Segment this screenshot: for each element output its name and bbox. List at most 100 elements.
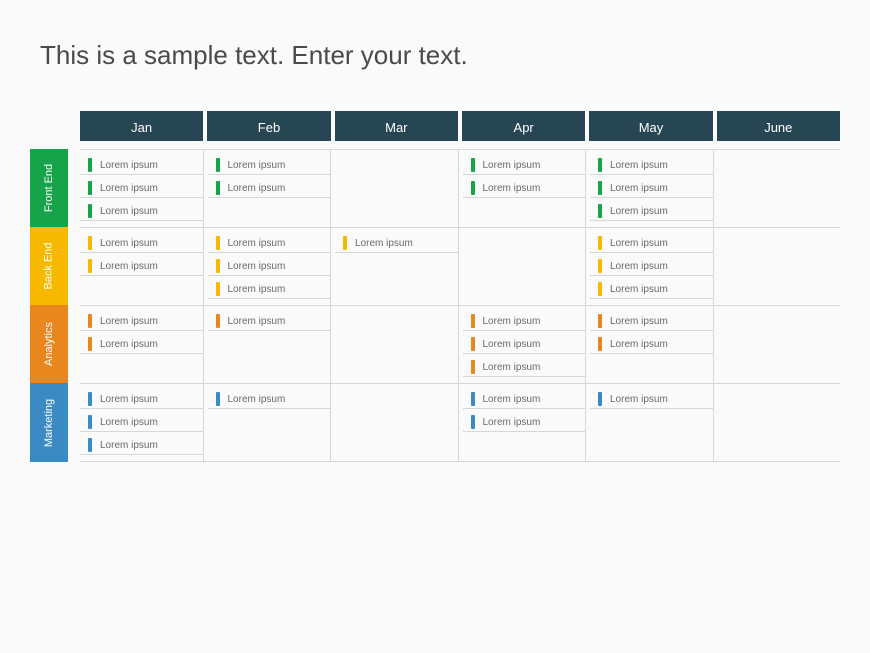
task-text: Lorem ipsum	[610, 206, 668, 217]
task-text: Lorem ipsum	[100, 238, 158, 249]
page-title: This is a sample text. Enter your text.	[40, 40, 840, 71]
task-item: Lorem ipsum	[590, 202, 713, 221]
task-text: Lorem ipsum	[355, 238, 413, 249]
task-tick-icon	[471, 360, 475, 374]
task-item: Lorem ipsum	[463, 358, 586, 377]
tracks-container: Front EndLorem ipsumLorem ipsumLorem ips…	[80, 149, 840, 462]
task-item: Lorem ipsum	[463, 390, 586, 409]
task-text: Lorem ipsum	[483, 394, 541, 405]
roadmap-grid: JanFebMarAprMayJune Front EndLorem ipsum…	[80, 111, 840, 462]
task-text: Lorem ipsum	[610, 339, 668, 350]
month-header: Feb	[207, 111, 330, 141]
task-tick-icon	[598, 204, 602, 218]
task-text: Lorem ipsum	[483, 183, 541, 194]
month-header: Apr	[462, 111, 585, 141]
task-text: Lorem ipsum	[100, 417, 158, 428]
task-item: Lorem ipsum	[80, 202, 203, 221]
track-column: Lorem ipsumLorem ipsum	[208, 150, 332, 227]
track-column: Lorem ipsum Lorem ipsum	[463, 150, 587, 227]
month-header: Jan	[80, 111, 203, 141]
task-text: Lorem ipsum	[483, 417, 541, 428]
track-column: Lorem ipsum	[208, 306, 332, 383]
task-tick-icon	[216, 181, 220, 195]
task-tick-icon	[216, 392, 220, 406]
task-tick-icon	[471, 314, 475, 328]
track-body: Lorem ipsum Lorem ipsum Lorem ipsum Lorem i…	[80, 227, 840, 305]
task-tick-icon	[598, 181, 602, 195]
task-item: Lorem ipsum	[590, 179, 713, 198]
task-item: Lorem ipsum	[80, 312, 203, 331]
track-back-end: Back EndLorem ipsumLorem ipsumLorem ipsu…	[80, 227, 840, 305]
task-item: Lorem ipsum	[80, 413, 203, 432]
task-tick-icon	[88, 415, 92, 429]
task-tick-icon	[471, 158, 475, 172]
track-label-text: Analytics	[43, 322, 55, 366]
task-text: Lorem ipsum	[100, 183, 158, 194]
task-item: Lorem ipsum	[80, 156, 203, 175]
task-tick-icon	[598, 392, 602, 406]
task-item: Lorem ipsum	[590, 280, 713, 299]
task-tick-icon	[343, 236, 347, 250]
task-item: Lorem ipsum	[590, 390, 713, 409]
task-item: Lorem ipsum	[463, 179, 586, 198]
task-text: Lorem ipsum	[228, 316, 286, 327]
task-item: Lorem ipsum	[590, 312, 713, 331]
track-body: Lorem ipsumLorem ipsumLorem ipsumLorem i…	[80, 383, 840, 462]
task-item: Lorem ipsum	[590, 335, 713, 354]
task-item: Lorem ipsum	[463, 335, 586, 354]
task-item: Lorem ipsum	[80, 335, 203, 354]
task-text: Lorem ipsum	[610, 238, 668, 249]
task-tick-icon	[598, 282, 602, 296]
month-header-row: JanFebMarAprMayJune	[80, 111, 840, 141]
track-label: Marketing	[30, 383, 68, 462]
task-text: Lorem ipsum	[483, 316, 541, 327]
track-column: Lorem ipsum	[208, 384, 332, 461]
month-header: May	[589, 111, 712, 141]
task-text: Lorem ipsum	[228, 261, 286, 272]
track-front-end: Front EndLorem ipsumLorem ipsumLorem ips…	[80, 149, 840, 227]
task-item: Lorem ipsum	[335, 234, 458, 253]
task-tick-icon	[471, 415, 475, 429]
task-item: Lorem ipsum	[80, 234, 203, 253]
task-tick-icon	[88, 314, 92, 328]
task-item: Lorem ipsum	[208, 280, 331, 299]
task-tick-icon	[88, 259, 92, 273]
task-text: Lorem ipsum	[610, 284, 668, 295]
track-column: Lorem ipsumLorem ipsumLorem ipsum	[80, 384, 204, 461]
task-text: Lorem ipsum	[100, 160, 158, 171]
track-column	[335, 150, 459, 227]
track-column: Lorem ipsum Lorem ipsum	[463, 384, 587, 461]
task-text: Lorem ipsum	[100, 339, 158, 350]
task-item: Lorem ipsum	[208, 390, 331, 409]
task-tick-icon	[598, 337, 602, 351]
track-column	[335, 384, 459, 461]
task-text: Lorem ipsum	[483, 339, 541, 350]
task-tick-icon	[88, 438, 92, 452]
track-label: Front End	[30, 149, 68, 227]
track-body: Lorem ipsum Lorem ipsum Lorem ipsum Lorem i…	[80, 149, 840, 227]
track-column: Lorem ipsum	[335, 228, 459, 305]
task-tick-icon	[88, 392, 92, 406]
track-column	[718, 228, 841, 305]
task-text: Lorem ipsum	[610, 394, 668, 405]
track-label: Analytics	[30, 305, 68, 383]
task-tick-icon	[88, 236, 92, 250]
task-text: Lorem ipsum	[610, 261, 668, 272]
track-label-text: Front End	[43, 164, 55, 212]
task-text: Lorem ipsum	[483, 160, 541, 171]
task-item: Lorem ipsum	[80, 436, 203, 455]
task-text: Lorem ipsum	[228, 284, 286, 295]
task-item: Lorem ipsum	[208, 257, 331, 276]
track-label-text: Marketing	[43, 398, 55, 446]
track-column	[463, 228, 587, 305]
track-column: Lorem ipsum	[590, 384, 714, 461]
task-tick-icon	[88, 204, 92, 218]
track-analytics: AnalyticsLorem ipsumLorem ipsumLorem ips…	[80, 305, 840, 383]
task-item: Lorem ipsum	[208, 234, 331, 253]
task-tick-icon	[216, 236, 220, 250]
task-item: Lorem ipsum	[208, 179, 331, 198]
task-item: Lorem ipsum	[463, 312, 586, 331]
task-item: Lorem ipsum	[463, 413, 586, 432]
task-text: Lorem ipsum	[228, 238, 286, 249]
task-tick-icon	[471, 337, 475, 351]
